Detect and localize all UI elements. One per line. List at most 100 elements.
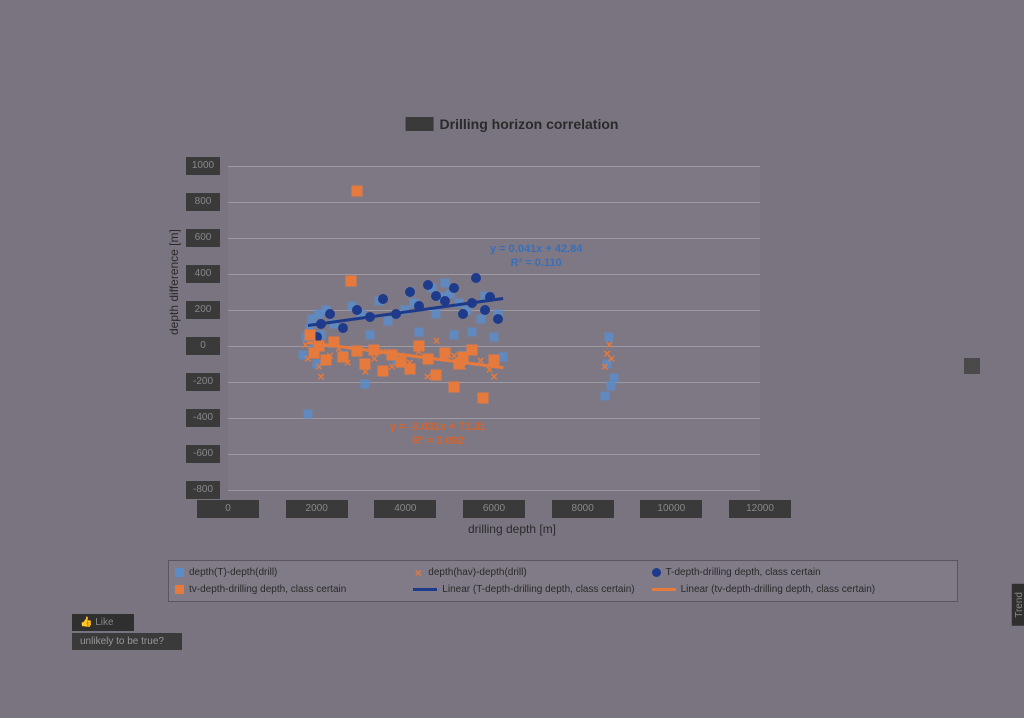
data-point [352, 186, 363, 197]
data-point [413, 341, 424, 352]
data-point: × [360, 368, 370, 378]
data-point: × [604, 341, 614, 351]
legend-item: Linear (T-depth-drilling depth, class ce… [413, 582, 643, 597]
title-marker [406, 117, 434, 131]
like-button[interactable]: 👍 Like [72, 614, 134, 631]
comment-button[interactable]: unlikely to be true? [72, 633, 182, 650]
data-point [360, 359, 371, 370]
plot-area: -800-600-400-200020040060080010000200040… [228, 166, 760, 490]
chart-title-text: Drilling horizon correlation [440, 116, 619, 132]
x-tick: 4000 [374, 500, 436, 518]
data-point [477, 393, 488, 404]
x-axis-label: drilling depth [m] [468, 522, 556, 536]
legend-swatch [413, 588, 437, 591]
data-point [365, 331, 374, 340]
data-point [383, 316, 392, 325]
legend-item: tv-depth-drilling depth, class certain [175, 582, 405, 597]
x-tick: 8000 [552, 500, 614, 518]
y-tick: 1000 [186, 157, 220, 175]
data-point [440, 348, 451, 359]
gridline [228, 454, 760, 455]
side-label: Trend [1012, 584, 1024, 626]
gridline [228, 166, 760, 167]
data-point [476, 315, 485, 324]
data-point [378, 294, 388, 304]
y-tick: -600 [186, 445, 220, 463]
data-point [352, 305, 362, 315]
y-tick: 800 [186, 193, 220, 211]
legend-item: T-depth-drilling depth, class certain [652, 565, 951, 580]
gridline [228, 202, 760, 203]
gridline [228, 490, 760, 491]
data-point: × [316, 373, 326, 383]
data-point [458, 309, 468, 319]
gridline [228, 274, 760, 275]
legend-label: T-depth-drilling depth, class certain [666, 567, 821, 578]
x-tick: 10000 [640, 500, 702, 518]
legend-label: depth(T)-depth(drill) [189, 567, 277, 578]
y-tick: -400 [186, 409, 220, 427]
data-point: × [606, 355, 616, 365]
data-point [305, 330, 316, 341]
data-point [338, 323, 348, 333]
data-point [405, 287, 415, 297]
data-point [450, 331, 459, 340]
side-marker [964, 358, 980, 374]
data-point [303, 410, 312, 419]
legend-swatch: × [413, 566, 423, 580]
x-tick: 0 [197, 500, 259, 518]
data-point [378, 366, 389, 377]
data-point [423, 280, 433, 290]
data-point [325, 309, 335, 319]
trend-equation: y = 0.041x + 42.84R² = 0.110 [490, 242, 582, 271]
data-point [467, 327, 476, 336]
y-tick: 600 [186, 229, 220, 247]
legend-label: depth(hav)-depth(drill) [428, 567, 526, 578]
trendline [308, 297, 503, 327]
legend-label: tv-depth-drilling depth, class certain [189, 584, 346, 595]
y-tick: 200 [186, 301, 220, 319]
data-point [600, 392, 609, 401]
legend-label: Linear (tv-depth-drilling depth, class c… [681, 584, 876, 595]
data-point [432, 309, 441, 318]
legend-swatch [175, 585, 184, 594]
data-point: × [431, 337, 441, 347]
data-point [346, 276, 357, 287]
data-point [431, 369, 442, 380]
data-point [498, 352, 507, 361]
data-point [480, 305, 490, 315]
data-point [449, 283, 459, 293]
x-tick: 12000 [729, 500, 791, 518]
data-point [361, 379, 370, 388]
y-tick: -800 [186, 481, 220, 499]
x-tick: 6000 [463, 500, 525, 518]
data-point [414, 327, 423, 336]
legend-swatch [652, 568, 661, 577]
data-point: × [489, 373, 499, 383]
button-group: 👍 Like unlikely to be true? [72, 614, 182, 650]
legend-item: Linear (tv-depth-drilling depth, class c… [652, 582, 951, 597]
gridline [228, 238, 760, 239]
data-point [320, 355, 331, 366]
legend: depth(T)-depth(drill) × depth(hav)-depth(d… [168, 560, 958, 602]
data-point [404, 364, 415, 375]
y-tick: 0 [186, 337, 220, 355]
trend-equation: y = -0.031x + 71.31R² = 0.092 [390, 420, 486, 449]
y-axis-label: depth difference [m] [167, 229, 181, 335]
chart-title: Drilling horizon correlation [406, 116, 619, 132]
legend-swatch [175, 568, 184, 577]
data-point [493, 314, 503, 324]
data-point [609, 374, 618, 383]
y-tick: -200 [186, 373, 220, 391]
data-point [490, 333, 499, 342]
legend-item: × depth(hav)-depth(drill) [413, 565, 643, 580]
y-tick: 400 [186, 265, 220, 283]
data-point [466, 344, 477, 355]
legend-swatch [652, 588, 676, 591]
legend-label: Linear (T-depth-drilling depth, class ce… [442, 584, 634, 595]
legend-item: depth(T)-depth(drill) [175, 565, 405, 580]
data-point [338, 351, 349, 362]
x-tick: 2000 [286, 500, 348, 518]
data-point [471, 273, 481, 283]
data-point [449, 382, 460, 393]
